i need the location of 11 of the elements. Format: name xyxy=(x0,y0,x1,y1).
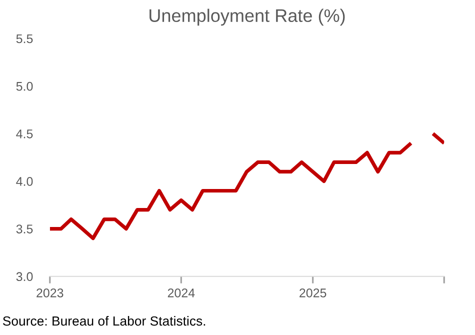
y-tick-label: 4.0 xyxy=(16,177,33,186)
y-tick-label: 3.0 xyxy=(16,272,33,282)
x-tick-label: 2023 xyxy=(36,288,64,298)
y-tick-label: 5.0 xyxy=(16,82,33,91)
x-tick-label: 2025 xyxy=(300,288,326,298)
source-note: Source: Bureau of Labor Statistics. xyxy=(2,316,206,326)
chart-title: Unemployment Rate (%) xyxy=(150,8,345,26)
y-tick-label: 4.5 xyxy=(16,130,33,138)
y-tick-label: 5.5 xyxy=(16,34,33,44)
x-tick-label: 2024 xyxy=(168,288,195,298)
y-tick-label: 3.5 xyxy=(16,224,33,234)
